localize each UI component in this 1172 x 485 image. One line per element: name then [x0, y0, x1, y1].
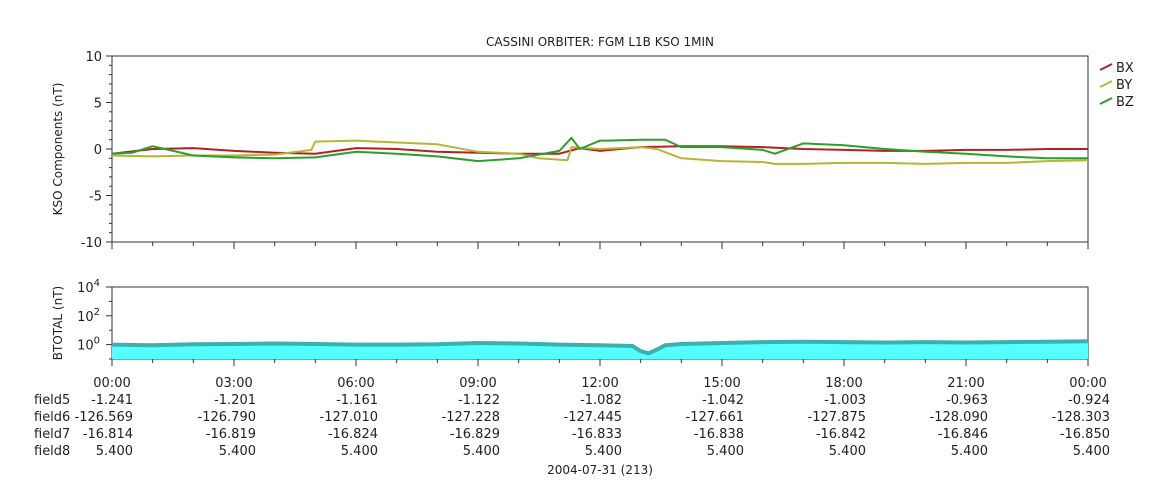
legend-swatch-bz [1099, 97, 1113, 105]
date-label: 2004-07-31 (213) [547, 463, 653, 477]
ephemeris-value: -0.924 [1068, 393, 1110, 408]
ephemeris-value: -128.090 [930, 410, 988, 425]
x-tick-label: 06:00 [337, 376, 374, 391]
ephemeris-value: 5.400 [829, 444, 866, 459]
btotal-line [111, 339, 1089, 356]
x-tick-label: 09:00 [459, 376, 496, 391]
y-tick-label: 10 [85, 50, 102, 65]
x-tick-label: 03:00 [215, 376, 252, 391]
ephemeris-value: -16.850 [1060, 427, 1110, 442]
ephemeris-value: -1.161 [336, 393, 378, 408]
x-tick-label: 00:00 [93, 376, 130, 391]
ephemeris-value: 5.400 [96, 444, 133, 459]
ephemeris-value: -1.042 [702, 393, 744, 408]
ephemeris-value: -16.824 [328, 427, 378, 442]
ephemeris-value: -126.569 [75, 410, 133, 425]
bottom-panel-y-axis: 100 102 104 [77, 278, 112, 360]
bottom-panel-ylabel: BTOTAL (nT) [51, 286, 65, 360]
series-by [111, 139, 1089, 165]
ephemeris-value: -16.814 [83, 427, 133, 442]
top-panel-y-axis: 10 5 0 -5 -10 [81, 50, 112, 251]
x-tick-label: 00:00 [1069, 376, 1106, 391]
ephemeris-value: -126.790 [198, 410, 256, 425]
ephemeris-value: -16.819 [206, 427, 256, 442]
y-tick-label: -10 [81, 236, 102, 251]
y-tick-label: 100 [77, 336, 100, 354]
ephemeris-value: -127.875 [808, 410, 866, 425]
top-panel: KSO Components (nT) 10 5 0 -5 -10 BX BY BZ [51, 50, 1134, 251]
ephemeris-value: -128.303 [1052, 410, 1110, 425]
x-tick-label: 15:00 [703, 376, 740, 391]
ephemeris-value: 5.400 [463, 444, 500, 459]
ephemeris-row-label: field5 [34, 393, 70, 408]
legend-label-bx: BX [1116, 61, 1134, 76]
ephemeris-value: -16.833 [572, 427, 622, 442]
ephemeris-value: 5.400 [951, 444, 988, 459]
ephemeris-row-label: field7 [34, 427, 70, 442]
ephemeris-table: field5 -1.241 -1.201 -1.161 -1.122 -1.082 -1.0… [34, 393, 1110, 459]
ephemeris-value: -1.003 [824, 393, 866, 408]
ephemeris-value: -16.846 [938, 427, 988, 442]
ephemeris-value: -127.228 [442, 410, 500, 425]
ephemeris-value: -127.661 [686, 410, 744, 425]
ephemeris-value: 5.400 [219, 444, 256, 459]
x-axis-labels: 00:00 03:00 06:00 09:00 12:00 15:00 18:00 21:00… [93, 376, 1106, 391]
ephemeris-value: -0.963 [946, 393, 988, 408]
top-panel-ylabel: KSO Components (nT) [51, 83, 65, 216]
legend-swatch-bx [1099, 63, 1113, 71]
y-tick-label: -5 [89, 190, 102, 205]
legend-label-by: BY [1116, 78, 1132, 93]
ephemeris-value: -1.082 [580, 393, 622, 408]
ephemeris-value: -1.122 [458, 393, 500, 408]
ephemeris-value: 5.400 [707, 444, 744, 459]
bottom-panel-x-ticks [111, 359, 1089, 366]
btotal-area [111, 339, 1089, 359]
y-tick-label: 5 [94, 97, 102, 112]
y-tick-label: 104 [77, 278, 100, 296]
chart-title: CASSINI ORBITER: FGM L1B KSO 1MIN [486, 35, 714, 49]
ephemeris-value: -16.842 [816, 427, 866, 442]
top-panel-x-ticks [111, 242, 1089, 249]
series-bz [111, 136, 1088, 163]
ephemeris-value: -16.838 [694, 427, 744, 442]
y-tick-label: 102 [77, 307, 100, 325]
ephemeris-value: -127.010 [320, 410, 378, 425]
ephemeris-value: 5.400 [585, 444, 622, 459]
bottom-panel: BTOTAL (nT) 100 102 104 [51, 278, 1089, 366]
x-tick-label: 18:00 [825, 376, 862, 391]
ephemeris-value: -16.829 [450, 427, 500, 442]
top-panel-series [111, 136, 1089, 165]
legend-swatch-by [1099, 80, 1113, 88]
ephemeris-row-label: field8 [34, 444, 70, 459]
ephemeris-value: 5.400 [341, 444, 378, 459]
ephemeris-value: 5.400 [1073, 444, 1110, 459]
legend: BX BY BZ [1099, 61, 1134, 110]
y-tick-label: 0 [94, 143, 102, 158]
legend-label-bz: BZ [1116, 95, 1134, 110]
ephemeris-row-label: field6 [34, 410, 70, 425]
ephemeris-value: -127.445 [564, 410, 622, 425]
x-tick-label: 21:00 [947, 376, 984, 391]
ephemeris-value: -1.241 [91, 393, 133, 408]
ephemeris-value: -1.201 [214, 393, 256, 408]
x-tick-label: 12:00 [581, 376, 618, 391]
